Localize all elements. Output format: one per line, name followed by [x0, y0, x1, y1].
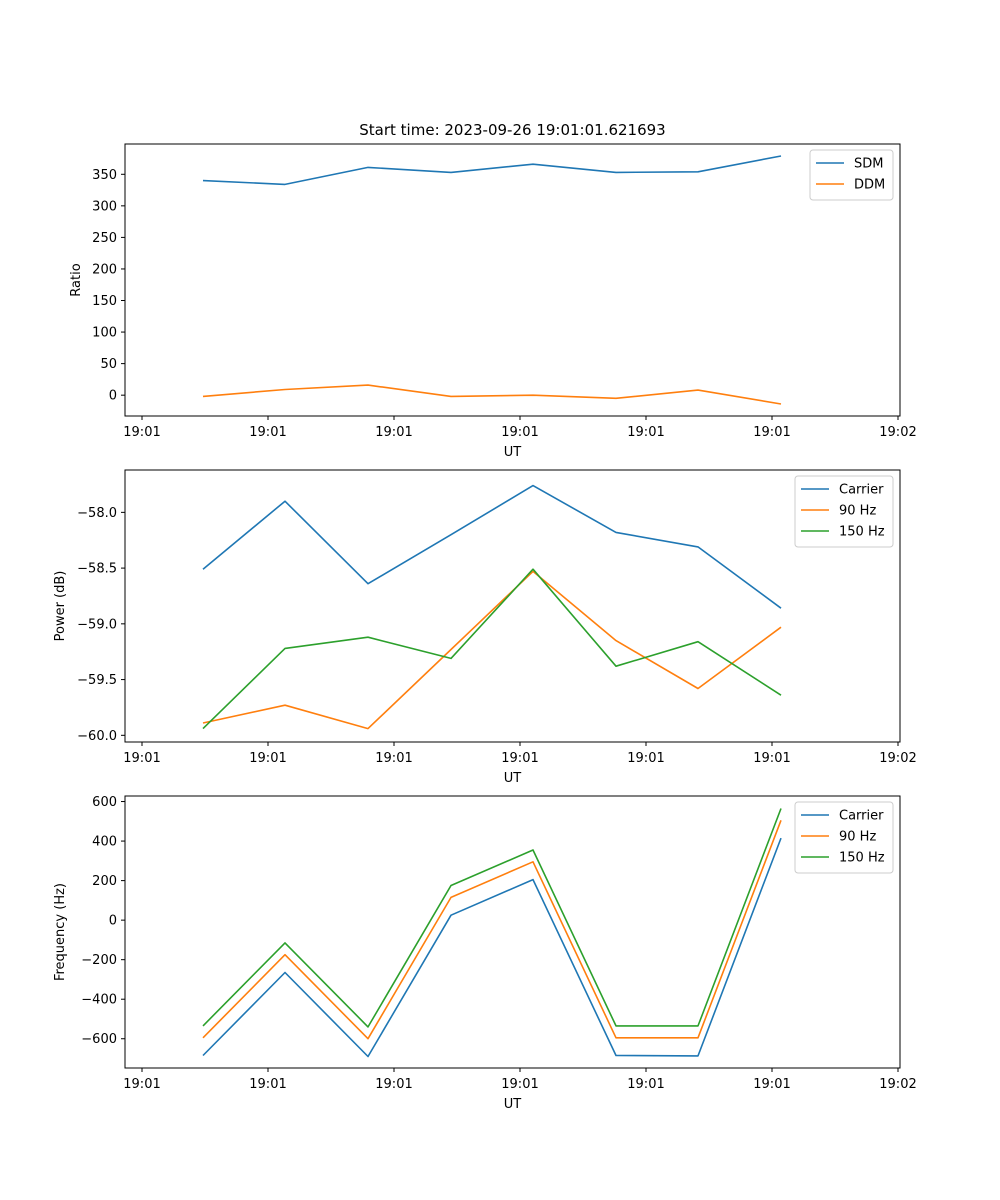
legend-box: [794, 801, 894, 874]
series-line-90-hz: [202, 820, 782, 1040]
y-tick-label: 600: [92, 795, 117, 810]
legend-label: 150 Hz: [839, 851, 885, 866]
y-tick-label: 200: [92, 262, 117, 277]
x-axis-label: UT: [504, 1097, 522, 1112]
y-tick-label: 100: [92, 326, 117, 341]
x-tick-label: 19:01: [375, 751, 412, 766]
x-tick-label: 19:01: [123, 1077, 160, 1092]
series-line-sdm: [202, 155, 782, 186]
y-tick-label: 400: [92, 835, 117, 850]
y-tick-label: 350: [92, 168, 117, 183]
y-tick-label: 0: [109, 914, 117, 929]
x-tick-label: 19:02: [879, 1077, 916, 1092]
panel-2: 19:01 19:01 19:01 19:01 19:01 19:01 19:02 −60.0…: [53, 469, 917, 786]
legend: SDM DDM: [809, 149, 894, 201]
y-axis-label: Power (dB): [53, 571, 68, 642]
x-tick-label: 19:01: [501, 425, 538, 440]
x-tick-label: 19:01: [753, 1077, 790, 1092]
series-line-150-hz: [202, 568, 782, 730]
legend-box: [794, 475, 894, 548]
y-tick-label: 300: [92, 199, 117, 214]
series-line-150-hz: [202, 808, 782, 1028]
legend-label: SDM: [854, 157, 883, 172]
legend-label: Carrier: [839, 483, 884, 498]
x-tick-label: 19:01: [627, 751, 664, 766]
x-tick-label: 19:01: [375, 425, 412, 440]
x-tick-label: 19:01: [501, 751, 538, 766]
x-tick-label: 19:02: [879, 751, 916, 766]
y-tick-label: 250: [92, 231, 117, 246]
y-tick-label: 0: [109, 389, 117, 404]
x-tick-label: 19:01: [753, 751, 790, 766]
x-tick-label: 19:01: [753, 425, 790, 440]
axes-frame: [124, 469, 901, 743]
legend-label: Carrier: [839, 809, 884, 824]
legend-label: 90 Hz: [839, 830, 876, 845]
series-line-carrier: [202, 837, 782, 1058]
figure-title: Start time: 2023-09-26 19:01:01.621693: [359, 121, 665, 139]
legend-label: 150 Hz: [839, 525, 885, 540]
x-tick-label: 19:01: [123, 751, 160, 766]
x-tick-label: 19:01: [627, 425, 664, 440]
panel-3: 19:01 19:01 19:01 19:01 19:01 19:01 19:02 −600 −…: [53, 795, 917, 1112]
x-tick-label: 19:01: [249, 751, 286, 766]
legend: Carrier 90 Hz 150 Hz: [794, 801, 894, 874]
x-tick-label: 19:01: [501, 1077, 538, 1092]
series-line-carrier: [202, 484, 782, 609]
y-axis-label: Frequency (Hz): [53, 883, 68, 981]
x-tick-label: 19:01: [627, 1077, 664, 1092]
legend-label: DDM: [854, 178, 885, 193]
x-axis-label: UT: [504, 445, 522, 460]
legend-label: 90 Hz: [839, 504, 876, 519]
y-tick-label: −59.0: [77, 617, 117, 632]
y-tick-label: 150: [92, 294, 117, 309]
y-tick-label: −400: [81, 993, 117, 1008]
y-tick-label: 200: [92, 874, 117, 889]
y-tick-label: −600: [81, 1032, 117, 1047]
x-axis-label: UT: [504, 771, 522, 786]
x-tick-label: 19:01: [249, 425, 286, 440]
series-line-ddm: [202, 384, 782, 405]
y-tick-label: −58.5: [77, 562, 117, 577]
y-axis-label: Ratio: [69, 263, 84, 296]
y-tick-label: −59.5: [77, 673, 117, 688]
y-tick-label: −58.0: [77, 506, 117, 521]
x-tick-label: 19:01: [123, 425, 160, 440]
panel-1: 19:01 19:01 19:01 19:01 19:01 19:01 19:02 0 50 10…: [69, 143, 917, 460]
x-tick-label: 19:02: [879, 425, 916, 440]
axes-frame: [124, 795, 901, 1069]
y-tick-label: 50: [100, 357, 117, 372]
x-tick-label: 19:01: [375, 1077, 412, 1092]
axes-frame: [124, 143, 901, 417]
series-line-90-hz: [202, 570, 782, 730]
y-tick-label: −60.0: [77, 729, 117, 744]
y-tick-label: −200: [81, 953, 117, 968]
x-tick-label: 19:01: [249, 1077, 286, 1092]
legend: Carrier 90 Hz 150 Hz: [794, 475, 894, 548]
